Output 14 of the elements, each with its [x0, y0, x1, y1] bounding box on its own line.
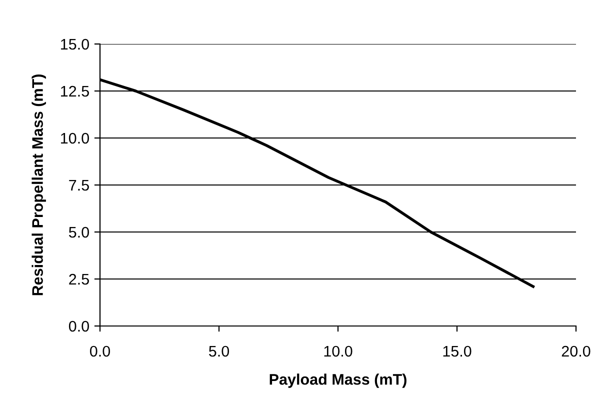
y-tick-label: 0.0 — [68, 320, 89, 332]
y-tick-label: 15.0 — [61, 38, 89, 50]
y-tick-label: 2.5 — [69, 274, 89, 285]
x-tick-label: 15.0 — [443, 346, 472, 357]
y-tick-label: 7.5 — [69, 180, 89, 191]
x-tick-label: 0.0 — [90, 346, 110, 357]
y-axis-title: Residual Propellant Mass (mT) — [32, 74, 46, 296]
y-tick-label: 5.0 — [68, 226, 89, 238]
x-tick-label: 5.0 — [208, 346, 230, 357]
x-axis-title: Payload Mass (mT) — [270, 374, 406, 388]
y-tick-label: 10.0 — [61, 132, 89, 144]
y-tick-label: 12.5 — [61, 86, 89, 97]
x-tick-label: 20.0 — [562, 346, 590, 357]
x-tick-label: 10.0 — [324, 346, 352, 357]
